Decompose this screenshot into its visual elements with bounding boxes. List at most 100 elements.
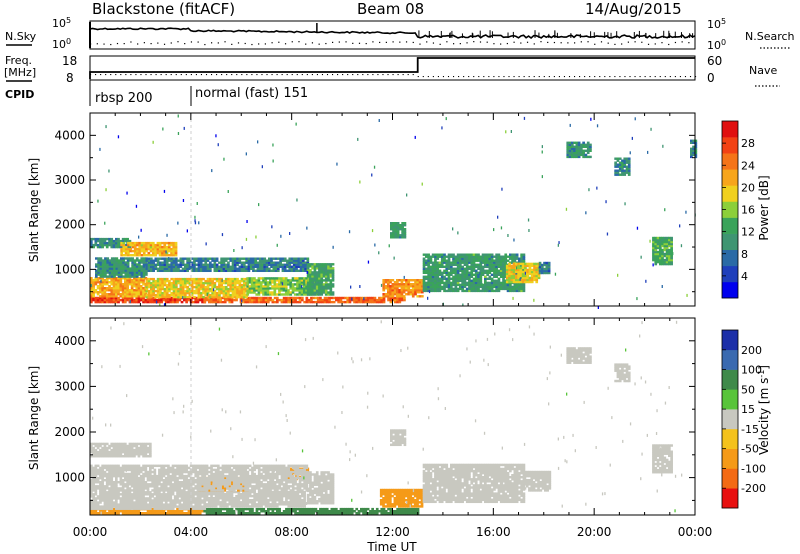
- heatmap-cell: [387, 281, 390, 284]
- heatmap-cell: [510, 266, 514, 270]
- heatmap-cell: [470, 271, 474, 275]
- heatmap-cell: [94, 499, 98, 502]
- heatmap-cell: [506, 283, 510, 287]
- heatmap-cell: [486, 289, 489, 293]
- heatmap-cell: [512, 296, 514, 300]
- heatmap-cell: [384, 285, 388, 288]
- heatmap-cell: [456, 265, 460, 269]
- heatmap-cell: [97, 199, 99, 203]
- nave-point: [584, 76, 586, 78]
- heatmap-cell: [169, 512, 173, 515]
- nave-point: [533, 76, 535, 78]
- heatmap-cell: [224, 281, 228, 285]
- heatmap-cell: [279, 265, 282, 269]
- heatmap-cell: [142, 263, 146, 266]
- heatmap-cell: [163, 249, 167, 253]
- heatmap-cell: [174, 247, 178, 251]
- heatmap-cell: [319, 300, 322, 304]
- heatmap-cell: [481, 259, 485, 262]
- heatmap-cell: [121, 298, 125, 302]
- heatmap-cell: [165, 267, 169, 271]
- heatmap-cell: [158, 510, 161, 513]
- heatmap-cell: [515, 289, 519, 293]
- heatmap-cell: [150, 293, 153, 297]
- heatmap-cell: [99, 300, 102, 304]
- heatmap-cell: [654, 252, 658, 256]
- heatmap-cell: [323, 510, 327, 513]
- heatmap-cell: [206, 277, 210, 281]
- heatmap-cell: [396, 283, 399, 286]
- heatmap-cell: [196, 503, 200, 506]
- heatmap-cell: [279, 257, 282, 260]
- heatmap-cell: [575, 151, 579, 155]
- heatmap-cell: [363, 297, 365, 301]
- heatmap-cell: [124, 277, 127, 280]
- heatmap-cell: [96, 293, 100, 296]
- heatmap-cell: [465, 281, 469, 285]
- heatmap-cell: [490, 265, 494, 269]
- nsearch-point: [143, 42, 145, 44]
- heatmap-cell: [149, 495, 152, 498]
- heatmap-cell: [171, 503, 175, 506]
- heatmap-cell: [169, 300, 173, 304]
- heatmap-cell: [187, 507, 191, 510]
- heatmap-cell: [616, 163, 620, 166]
- heatmap-cell: [112, 291, 116, 294]
- heatmap-cell: [149, 254, 153, 257]
- heatmap-cell: [153, 497, 157, 500]
- heatmap-cell: [112, 296, 116, 300]
- heatmap-cell: [617, 273, 619, 277]
- heatmap-cell: [281, 259, 285, 262]
- heatmap-cell: [133, 269, 137, 272]
- heatmap-cell: [126, 285, 129, 288]
- heatmap-cell: [303, 512, 306, 515]
- heatmap-cell: [147, 265, 151, 269]
- nave-point: [377, 74, 379, 76]
- heatmap-cell: [140, 254, 144, 257]
- nave-point: [684, 76, 687, 78]
- heatmap-cell: [431, 265, 435, 269]
- heatmap-cell: [215, 295, 219, 299]
- heatmap-cell: [490, 277, 494, 281]
- heatmap-cell: [535, 276, 539, 280]
- heatmap-cell: [465, 277, 469, 281]
- heatmap-cell: [130, 293, 134, 296]
- heatmap-cell: [137, 495, 141, 498]
- heatmap-cell: [108, 503, 111, 506]
- heatmap-cell: [108, 261, 112, 264]
- heatmap-cell: [470, 273, 474, 277]
- heatmap-cell: [124, 493, 127, 496]
- heatmap-cell: [246, 298, 250, 302]
- heatmap-cell: [110, 491, 114, 494]
- heatmap-cell: [120, 275, 123, 278]
- heatmap-cell: [521, 276, 525, 280]
- heatmap-cell: [163, 277, 167, 281]
- heatmap-cell: [316, 293, 320, 296]
- heatmap-cell: [170, 265, 174, 269]
- heatmap-cell: [145, 254, 148, 257]
- heatmap-cell: [202, 265, 205, 269]
- heatmap-cell: [184, 281, 187, 285]
- heatmap-cell: [502, 257, 505, 260]
- heatmap-cell: [329, 263, 333, 266]
- heatmap-cell: [156, 245, 160, 249]
- heatmap-cell: [165, 277, 169, 281]
- heatmap-cell: [253, 287, 256, 290]
- heatmap-cell: [124, 265, 128, 268]
- heatmap-cell: [215, 263, 219, 267]
- heatmap-cell: [440, 273, 444, 277]
- heatmap-cell: [490, 267, 494, 271]
- heatmap-cell: [129, 241, 132, 245]
- heatmap-cell: [454, 257, 458, 260]
- heatmap-cell: [126, 503, 129, 506]
- heatmap-cell: [151, 507, 154, 511]
- heatmap-cell: [298, 279, 302, 282]
- heatmap-cell: [147, 243, 151, 247]
- heatmap-cell: [513, 285, 517, 289]
- heatmap-cell: [110, 257, 114, 260]
- heatmap-cell: [135, 204, 138, 208]
- heatmap-cell: [206, 289, 210, 293]
- heatmap-cell: [213, 289, 217, 293]
- heatmap-cell: [297, 261, 301, 264]
- heatmap-cell: [224, 269, 228, 273]
